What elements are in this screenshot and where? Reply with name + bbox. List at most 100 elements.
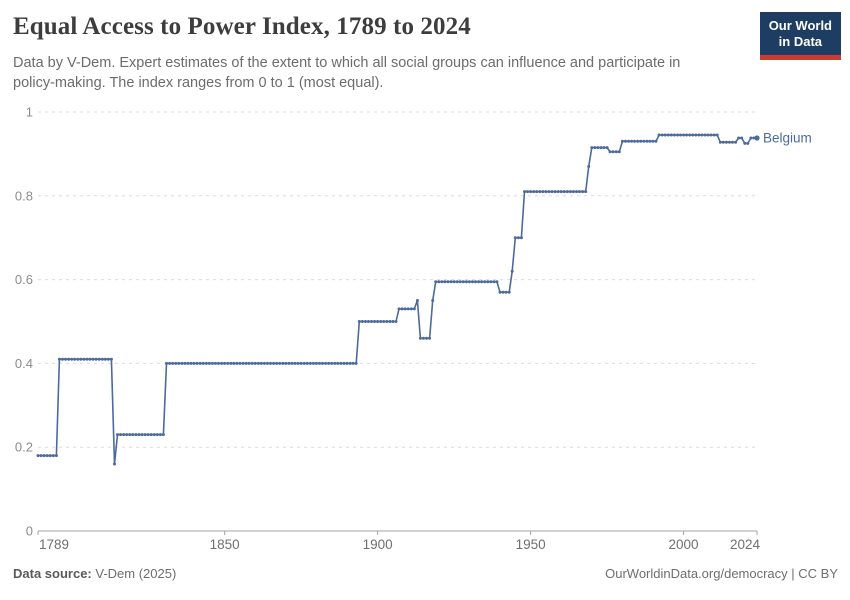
data-point — [85, 357, 89, 361]
data-point — [397, 307, 401, 311]
data-point — [706, 133, 710, 137]
data-point — [394, 320, 398, 323]
data-point — [657, 133, 661, 137]
chart-title: Equal Access to Power Index, 1789 to 202… — [13, 13, 471, 40]
data-point — [88, 357, 92, 361]
data-point — [302, 361, 306, 365]
data-point — [250, 361, 254, 365]
line-chart-plot: 0 0.2 0.4 0.6 0.8 1 1789 1850 1900 1950 2000 2024 Be… — [15, 105, 812, 553]
data-point — [204, 361, 208, 365]
data-point — [559, 190, 563, 194]
data-point — [443, 280, 447, 284]
attribution-link[interactable]: OurWorldinData.org/democracy | CC BY — [605, 566, 838, 581]
data-point — [131, 433, 135, 437]
data-point — [244, 361, 248, 365]
data-point — [73, 357, 77, 361]
data-point — [504, 290, 508, 294]
data-point — [238, 361, 242, 365]
data-point — [189, 361, 193, 365]
data-point — [746, 141, 750, 145]
data-point — [67, 357, 71, 361]
data-line-belgium — [38, 134, 757, 465]
data-point — [210, 361, 214, 365]
data-point — [100, 357, 104, 361]
data-point — [700, 133, 704, 137]
y-tick-label-0.6: 0.6 — [15, 272, 33, 287]
data-point — [223, 361, 227, 365]
data-point — [666, 133, 670, 137]
data-point — [672, 133, 676, 137]
data-point — [45, 454, 49, 458]
data-source-value: V-Dem (2025) — [91, 566, 177, 581]
data-point — [281, 361, 285, 365]
data-point — [425, 336, 429, 340]
data-point — [474, 280, 477, 284]
data-point — [718, 140, 722, 144]
data-point — [685, 133, 689, 137]
data-point — [734, 140, 738, 144]
data-point — [467, 280, 471, 284]
data-point — [608, 150, 612, 154]
data-point — [458, 280, 462, 284]
data-point-endmarker-belgium — [754, 135, 760, 141]
data-point — [360, 320, 364, 323]
data-point — [523, 190, 526, 194]
data-point — [654, 139, 658, 143]
data-point — [743, 141, 747, 145]
data-point — [633, 139, 637, 143]
data-point — [165, 361, 168, 365]
data-point — [373, 320, 377, 323]
data-point — [284, 361, 288, 365]
data-point — [483, 280, 487, 284]
data-source-label: Data source: — [13, 566, 92, 581]
data-point — [82, 357, 86, 361]
data-point — [192, 361, 196, 365]
data-point — [106, 357, 110, 361]
data-point — [507, 290, 511, 294]
data-point — [709, 133, 713, 137]
data-point — [318, 361, 321, 365]
data-point — [119, 433, 123, 437]
data-point — [385, 320, 389, 323]
data-point — [642, 139, 646, 143]
x-tick-label-2024: 2024 — [730, 537, 761, 552]
data-point — [354, 361, 358, 365]
data-point — [724, 140, 728, 144]
data-point — [275, 361, 279, 365]
data-point — [158, 433, 162, 437]
data-point — [703, 133, 707, 137]
data-point — [269, 361, 272, 365]
data-point — [174, 361, 178, 365]
data-point — [171, 361, 175, 365]
data-point — [79, 357, 83, 361]
data-point — [143, 433, 147, 437]
data-point — [620, 139, 624, 143]
data-point — [256, 361, 260, 365]
data-point — [596, 146, 600, 150]
data-point — [36, 454, 40, 458]
data-source-note: Data source: V-Dem (2025) — [13, 566, 176, 581]
data-point — [740, 136, 744, 140]
data-point — [57, 357, 61, 361]
data-point — [259, 361, 263, 365]
data-point — [321, 361, 324, 365]
data-point — [232, 361, 236, 365]
data-point — [91, 357, 95, 361]
data-point — [39, 454, 43, 458]
data-point — [513, 236, 517, 240]
data-point — [103, 357, 107, 361]
data-point — [422, 336, 425, 340]
data-point — [532, 190, 536, 194]
data-point — [568, 190, 572, 194]
data-point — [449, 280, 453, 284]
data-point — [694, 133, 698, 137]
data-point — [599, 146, 603, 150]
owid-logo[interactable]: Our World in Data — [759, 12, 841, 60]
chart-subtitle: Data by V-Dem. Expert estimates of the e… — [13, 53, 680, 93]
data-point — [556, 190, 560, 194]
data-point — [94, 357, 98, 361]
owid-logo-line1: Our World — [768, 18, 832, 33]
data-point — [688, 133, 692, 137]
data-point — [452, 280, 456, 284]
